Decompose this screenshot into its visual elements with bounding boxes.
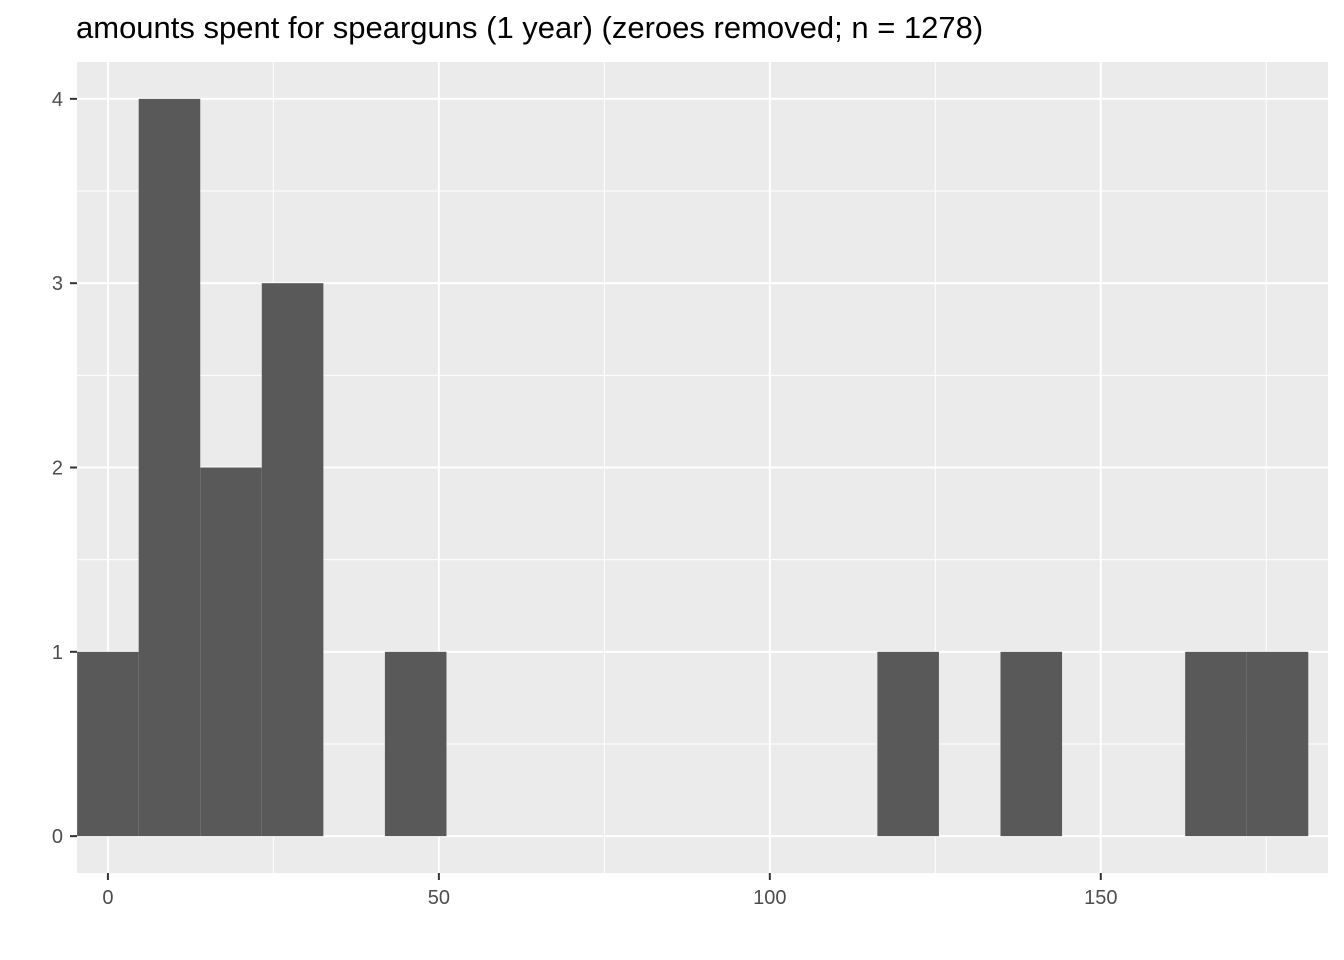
histogram-bar bbox=[200, 467, 262, 837]
x-tick-label: 100 bbox=[753, 887, 786, 909]
histogram-bar bbox=[1185, 651, 1247, 837]
y-tick-label: 3 bbox=[52, 273, 63, 295]
axis-ticks bbox=[70, 97, 1102, 880]
y-tick-label: 1 bbox=[52, 642, 63, 664]
histogram-bar bbox=[877, 651, 939, 837]
y-axis-tick-labels: 0 1 2 3 4 bbox=[52, 89, 63, 848]
x-tick-label: 150 bbox=[1084, 887, 1117, 909]
y-tick-label: 4 bbox=[52, 89, 63, 111]
histogram-bar bbox=[77, 651, 139, 837]
chart-title: amounts spent for spearguns (1 year) (ze… bbox=[76, 10, 984, 45]
histogram-bar bbox=[261, 283, 324, 837]
histogram-bar bbox=[1000, 651, 1063, 837]
histogram-bar bbox=[384, 651, 447, 837]
histogram-bar bbox=[138, 98, 201, 837]
histogram-bars bbox=[77, 98, 1309, 837]
y-tick-label: 0 bbox=[52, 826, 63, 848]
x-tick-label: 50 bbox=[428, 887, 450, 909]
y-tick-label: 2 bbox=[52, 458, 63, 480]
x-tick-label: 0 bbox=[102, 887, 113, 909]
histogram-bar bbox=[1246, 651, 1309, 837]
x-axis-tick-labels: 0 50 100 150 bbox=[102, 887, 1117, 909]
